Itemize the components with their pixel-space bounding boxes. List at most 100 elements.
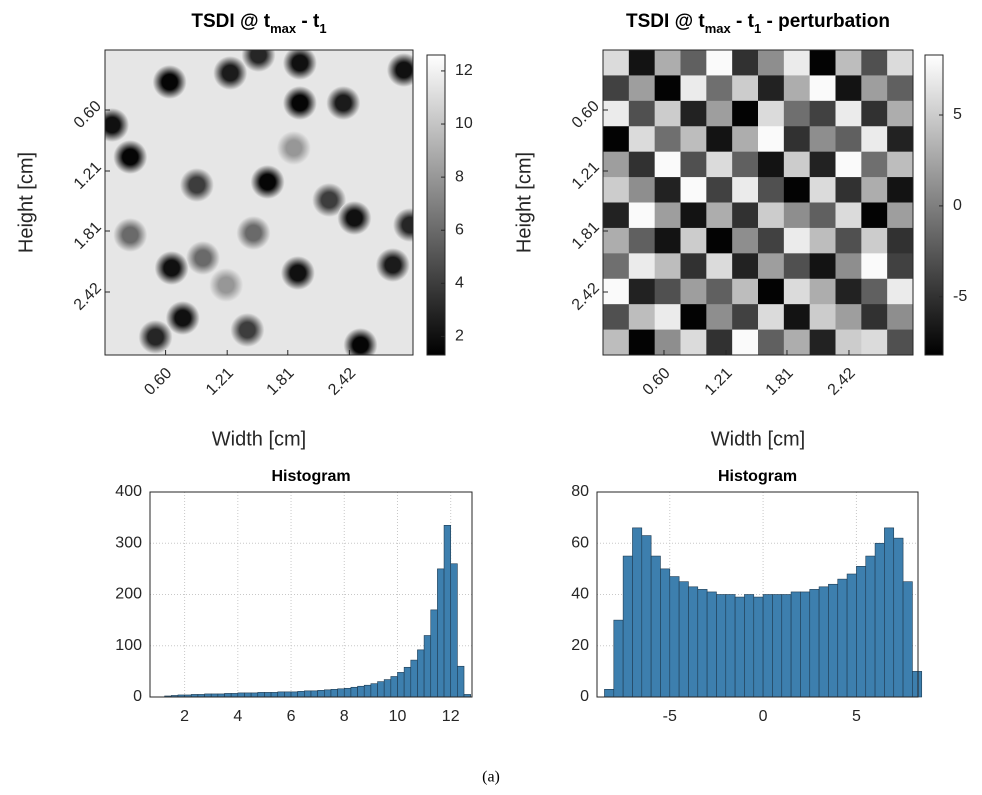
- pixel: [835, 202, 862, 229]
- bar: [800, 591, 811, 698]
- pixel: [732, 227, 759, 254]
- pixel: [887, 75, 913, 102]
- bar: [297, 691, 305, 698]
- spot: [386, 53, 413, 87]
- pixel: [732, 253, 759, 280]
- pixel: [758, 100, 785, 127]
- x-tick-label: 0: [759, 708, 768, 725]
- pixel: [758, 227, 785, 254]
- bar: [264, 692, 272, 698]
- x-axis-label: Width [cm]: [711, 428, 805, 450]
- bar: [604, 689, 615, 698]
- title-part: - perturbation: [761, 11, 890, 32]
- spot: [152, 65, 187, 99]
- pixel: [887, 126, 913, 153]
- pixel: [861, 75, 888, 102]
- bar: [370, 683, 378, 698]
- y-tick-label: 40: [571, 586, 589, 603]
- bar: [828, 583, 839, 698]
- pixel: [732, 100, 759, 127]
- pixel: [732, 329, 759, 355]
- bar: [443, 525, 452, 698]
- x-tick-label: 12: [442, 708, 460, 725]
- pixel: [654, 100, 681, 127]
- pixel: [861, 304, 888, 331]
- pixel: [654, 329, 681, 355]
- pixel: [758, 177, 785, 203]
- pixel: [835, 253, 862, 280]
- y-tick-label: 2.42: [71, 280, 105, 314]
- bar: [912, 671, 923, 698]
- pixel: [680, 329, 707, 355]
- pixel: [628, 151, 656, 178]
- pixel: [758, 278, 785, 305]
- pixel: [783, 227, 811, 254]
- bar: [237, 692, 245, 698]
- pixel: [680, 151, 707, 178]
- pixel: [706, 253, 733, 280]
- pixel: [706, 50, 733, 76]
- pixel: [732, 75, 759, 102]
- pixel: [783, 177, 811, 203]
- pixel: [783, 329, 811, 355]
- pixel: [654, 50, 681, 76]
- title-part: 1: [754, 21, 761, 36]
- colorbar-tick-label: -5: [953, 288, 967, 305]
- image: [603, 50, 913, 355]
- pixel: [861, 50, 888, 76]
- plot-frame: [104, 49, 414, 356]
- pixel: [706, 278, 733, 305]
- y-tick-label: 1.21: [71, 159, 105, 193]
- pixel: [809, 253, 836, 280]
- bar: [790, 591, 801, 698]
- pixel: [758, 304, 785, 331]
- x-tick-label: -5: [663, 708, 677, 725]
- pixel: [603, 126, 630, 153]
- bar: [410, 659, 418, 698]
- colorbar-tick-label: 0: [953, 197, 962, 214]
- y-axis-label: Height [cm]: [15, 152, 37, 253]
- pixel: [887, 304, 913, 331]
- spot: [276, 131, 311, 165]
- pixel: [732, 50, 759, 76]
- bar: [706, 591, 717, 698]
- colorbar-tick-label: 5: [953, 106, 962, 123]
- pixel: [809, 329, 836, 355]
- pixel: [758, 329, 785, 355]
- pixel: [732, 126, 759, 153]
- bar: [865, 555, 876, 698]
- title-part: - t: [731, 11, 755, 32]
- bar: [902, 581, 913, 698]
- pixel: [628, 227, 656, 254]
- pixel: [783, 50, 811, 76]
- spot: [154, 251, 189, 285]
- x-tick-label: 6: [287, 708, 296, 725]
- pixel: [628, 177, 656, 203]
- bar: [304, 690, 312, 698]
- pixel: [835, 304, 862, 331]
- spot: [282, 50, 317, 80]
- y-tick-label: 0.60: [569, 98, 603, 132]
- pixel: [603, 151, 630, 178]
- bar: [397, 672, 405, 698]
- pixel: [680, 227, 707, 254]
- bar: [734, 596, 745, 698]
- x-axis-label: Width [cm]: [212, 428, 306, 450]
- bar: [669, 576, 680, 698]
- bar: [390, 676, 398, 698]
- pixel: [861, 100, 888, 127]
- title-part: max: [705, 21, 732, 36]
- pixel: [706, 202, 733, 229]
- spot: [230, 313, 265, 347]
- pixel: [706, 177, 733, 203]
- x-tick-label: 1.81: [763, 365, 797, 399]
- y-tick-label: 20: [571, 637, 589, 654]
- pixel: [654, 278, 681, 305]
- bar: [762, 594, 773, 698]
- pixel: [706, 304, 733, 331]
- pixel: [835, 278, 862, 305]
- bar: [846, 573, 857, 698]
- chart-title: TSDI @ tmax - t1 - perturbation: [626, 11, 890, 36]
- colorbar-tick-label: 12: [455, 62, 473, 79]
- pixel: [809, 304, 836, 331]
